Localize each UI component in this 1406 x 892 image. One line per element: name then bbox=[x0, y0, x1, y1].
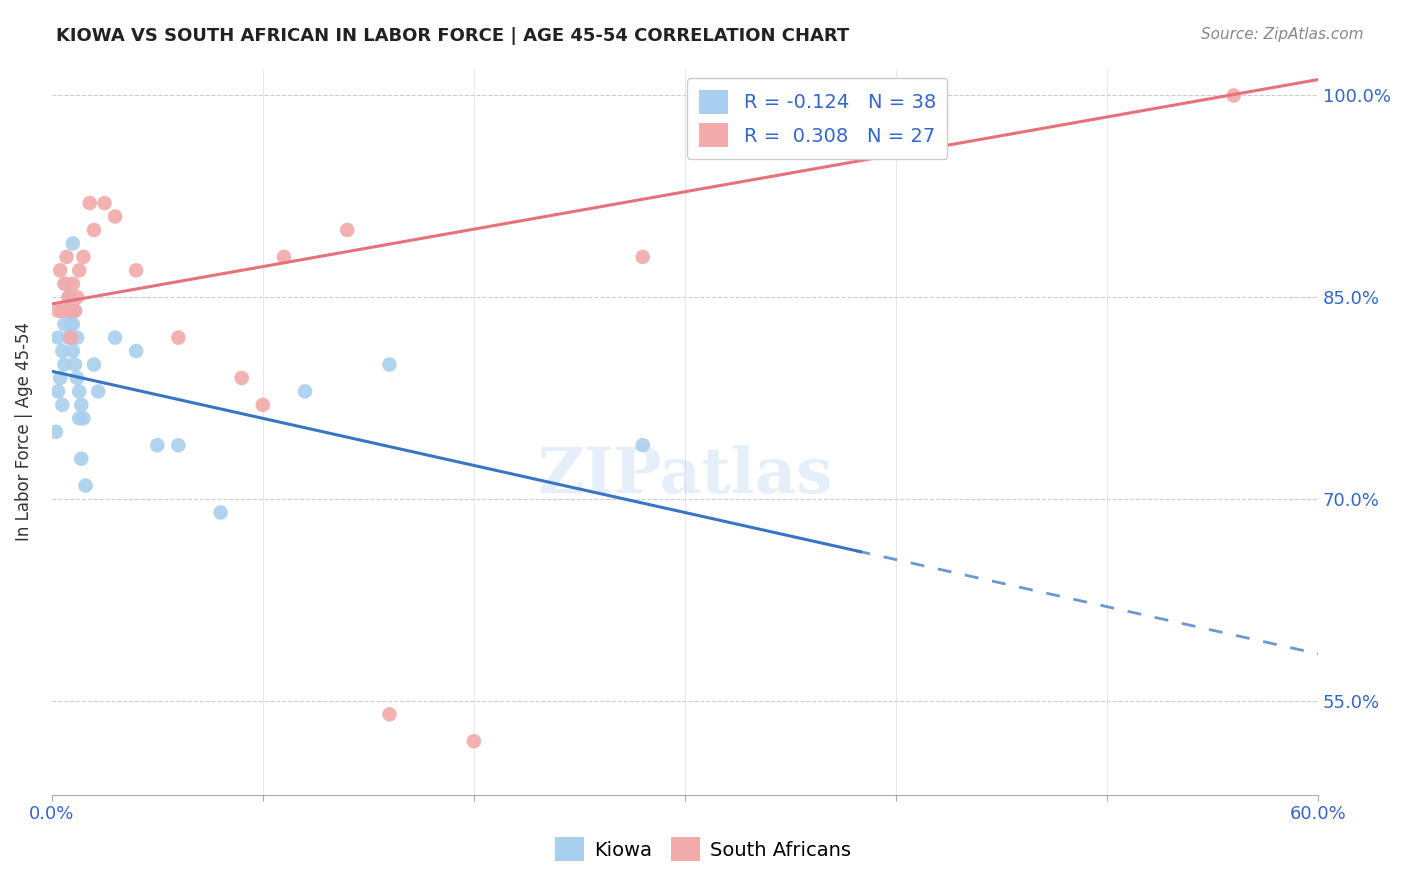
Point bbox=[66, 330, 89, 344]
Point bbox=[231, 371, 253, 385]
Point bbox=[51, 398, 73, 412]
Point bbox=[46, 303, 69, 318]
Point bbox=[72, 250, 94, 264]
Point bbox=[58, 290, 80, 304]
Point bbox=[63, 358, 86, 372]
Legend: Kiowa, South Africans: Kiowa, South Africans bbox=[547, 830, 859, 869]
Point bbox=[167, 330, 190, 344]
Point bbox=[167, 438, 190, 452]
Point bbox=[463, 734, 485, 748]
Point bbox=[66, 290, 89, 304]
Point bbox=[53, 317, 76, 331]
Point bbox=[125, 263, 148, 277]
Point bbox=[146, 438, 169, 452]
Point bbox=[67, 263, 90, 277]
Point bbox=[67, 411, 90, 425]
Point bbox=[273, 250, 295, 264]
Y-axis label: In Labor Force | Age 45-54: In Labor Force | Age 45-54 bbox=[15, 322, 32, 541]
Point bbox=[55, 277, 77, 291]
Text: KIOWA VS SOUTH AFRICAN IN LABOR FORCE | AGE 45-54 CORRELATION CHART: KIOWA VS SOUTH AFRICAN IN LABOR FORCE | … bbox=[56, 27, 849, 45]
Point bbox=[45, 425, 67, 439]
Point bbox=[63, 303, 86, 318]
Point bbox=[66, 371, 89, 385]
Text: Source: ZipAtlas.com: Source: ZipAtlas.com bbox=[1201, 27, 1364, 42]
Point bbox=[46, 384, 69, 399]
Point bbox=[53, 358, 76, 372]
Point bbox=[104, 330, 127, 344]
Point bbox=[62, 344, 84, 359]
Point bbox=[79, 196, 101, 211]
Point bbox=[1222, 88, 1244, 103]
Point bbox=[87, 384, 110, 399]
Point bbox=[70, 398, 93, 412]
Point bbox=[842, 88, 865, 103]
Point bbox=[209, 506, 232, 520]
Point bbox=[83, 358, 105, 372]
Point bbox=[67, 384, 90, 399]
Point bbox=[59, 303, 82, 318]
Point bbox=[72, 411, 94, 425]
Point bbox=[58, 330, 80, 344]
Point bbox=[53, 277, 76, 291]
Text: ZIPatlas: ZIPatlas bbox=[537, 445, 832, 506]
Point bbox=[62, 317, 84, 331]
Point bbox=[70, 451, 93, 466]
Point bbox=[59, 303, 82, 318]
Point bbox=[63, 303, 86, 318]
Point bbox=[59, 317, 82, 331]
Point bbox=[62, 277, 84, 291]
Point bbox=[125, 344, 148, 359]
Point bbox=[51, 344, 73, 359]
Point bbox=[104, 210, 127, 224]
Legend: R = -0.124   N = 38, R =  0.308   N = 27: R = -0.124 N = 38, R = 0.308 N = 27 bbox=[688, 78, 948, 159]
Point bbox=[46, 330, 69, 344]
Point bbox=[58, 290, 80, 304]
Point bbox=[62, 236, 84, 251]
Point bbox=[252, 398, 274, 412]
Point bbox=[93, 196, 115, 211]
Point bbox=[75, 478, 97, 492]
Point bbox=[55, 303, 77, 318]
Point bbox=[51, 303, 73, 318]
Point bbox=[49, 371, 72, 385]
Point bbox=[631, 250, 654, 264]
Point bbox=[378, 707, 401, 722]
Point bbox=[83, 223, 105, 237]
Point bbox=[55, 250, 77, 264]
Point bbox=[59, 330, 82, 344]
Point bbox=[336, 223, 359, 237]
Point bbox=[631, 438, 654, 452]
Point bbox=[49, 263, 72, 277]
Point bbox=[294, 384, 316, 399]
Point bbox=[378, 358, 401, 372]
